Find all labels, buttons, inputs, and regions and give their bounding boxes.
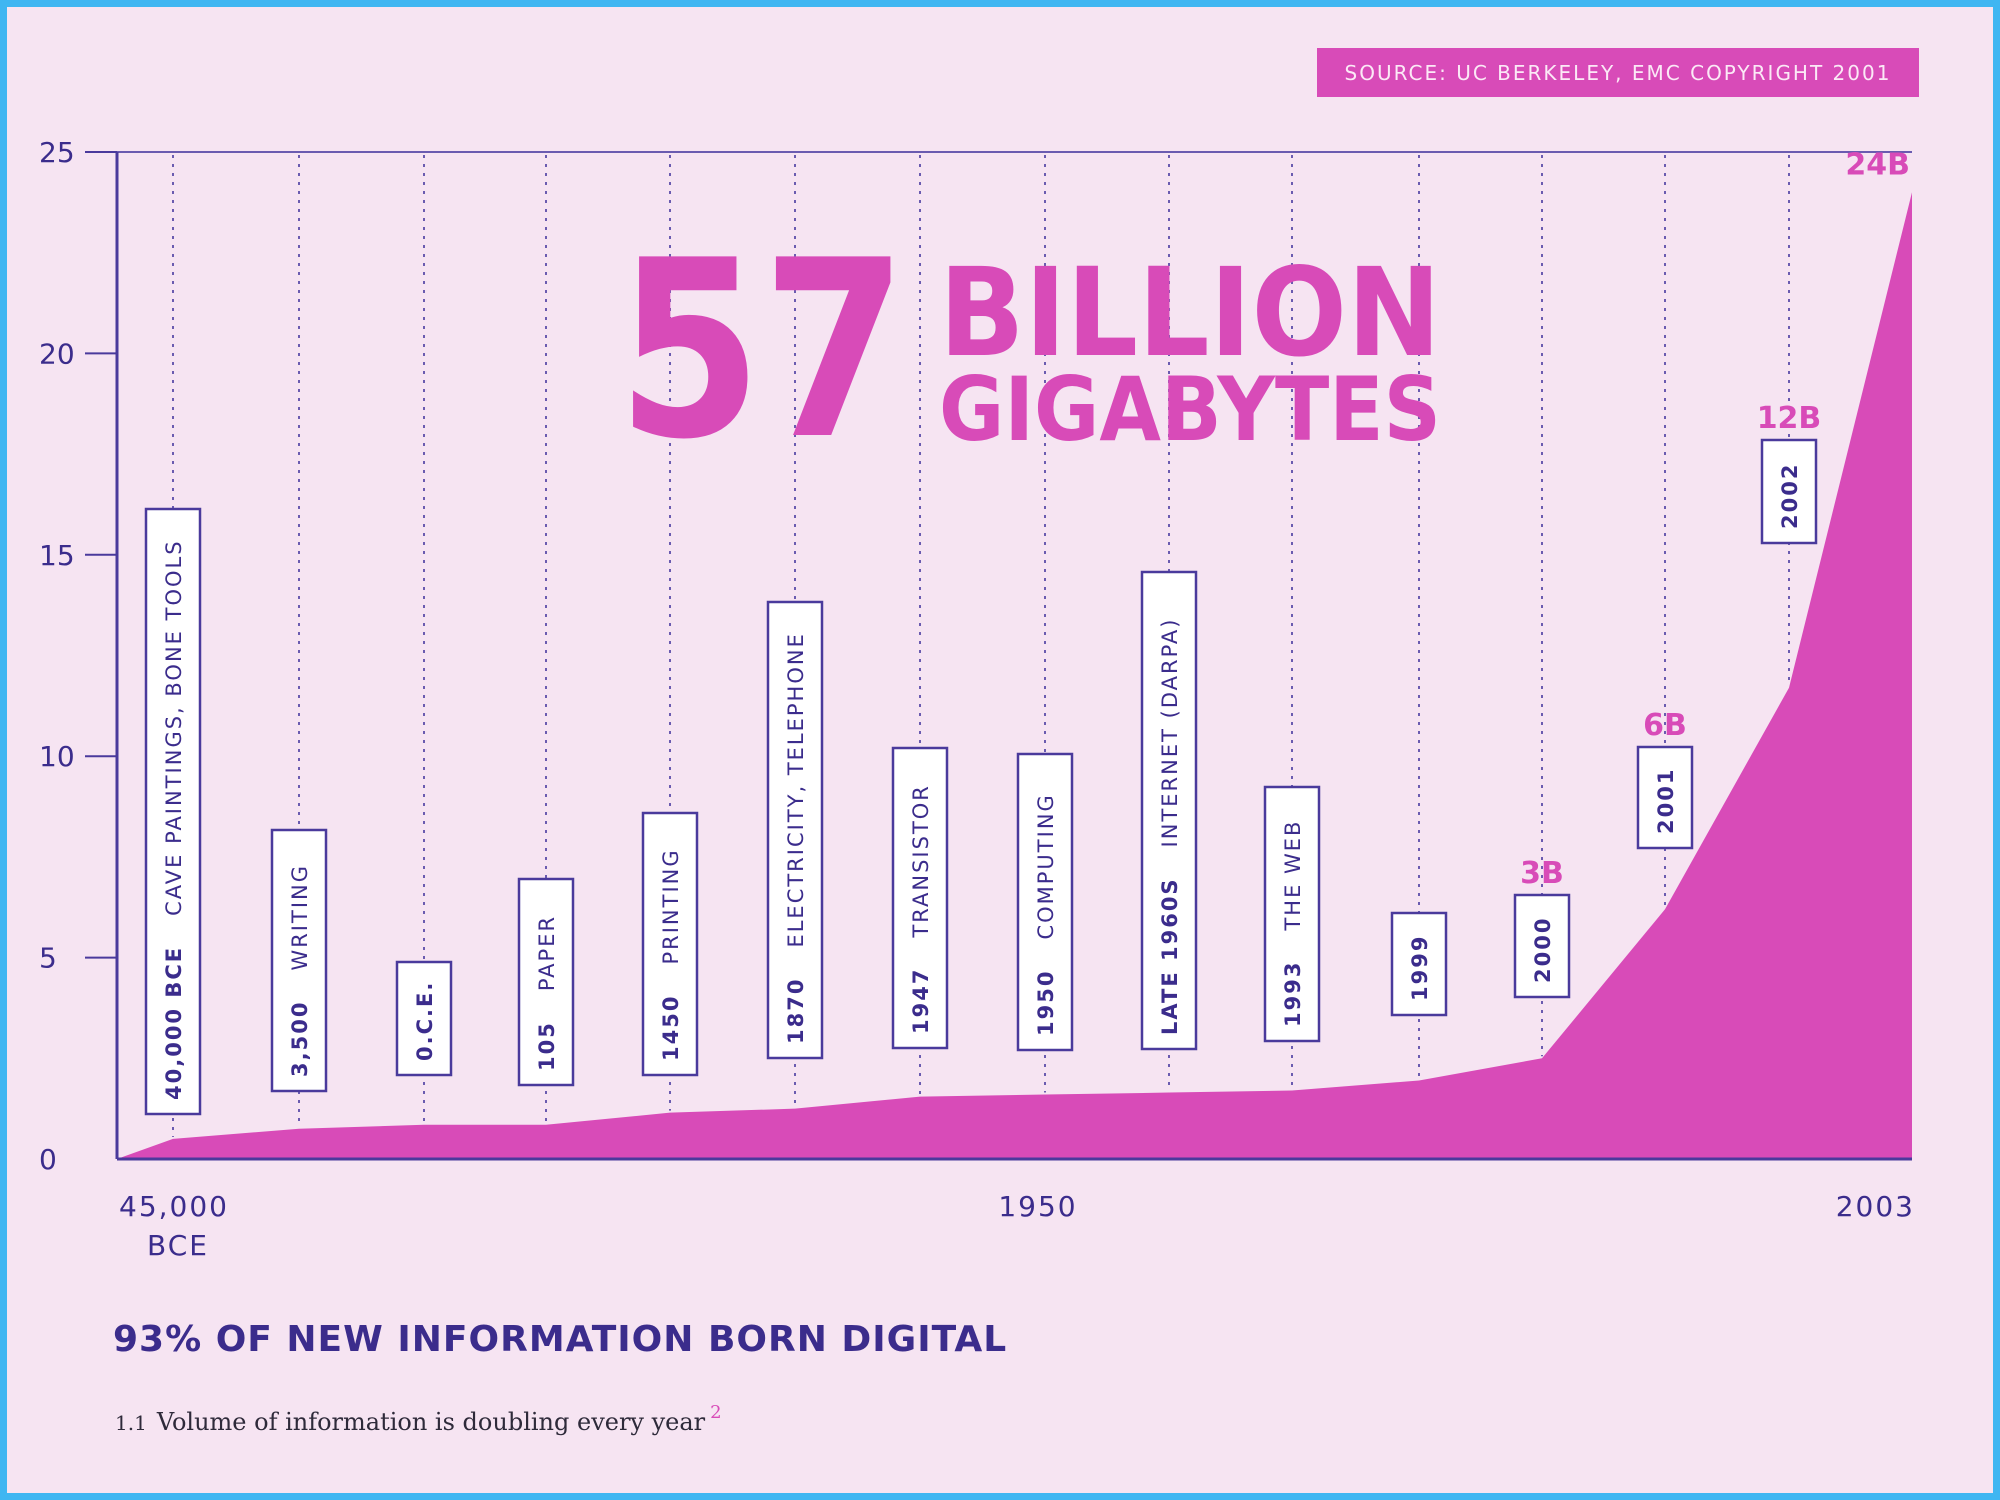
source-badge: SOURCE: UC BERKELEY, EMC COPYRIGHT 2001 [1317, 48, 1919, 97]
milestone-text: 1993 THE WEB [1281, 820, 1305, 1027]
milestone-text: 1450 PRINTING [659, 848, 683, 1061]
milestone-label: 1450 PRINTING [659, 848, 683, 1061]
milestone-text: 40,000 BCE CAVE PAINTINGS, BONE TOOLS [162, 539, 186, 1100]
milestone-date: 105 [535, 1021, 559, 1071]
x-label-end: 2003 [1836, 1190, 1915, 1223]
milestone-event: WRITING [288, 864, 312, 971]
milestone-date: 2000 [1531, 917, 1555, 983]
milestone-date: 0.C.E. [413, 981, 437, 1061]
infographic-frame: 0 5 10 15 20 25 40,000 BCE CAVE PAINTINGS, BONE… [7, 7, 1993, 1493]
milestone-event: CAVE PAINTINGS, BONE TOOLS [162, 539, 186, 915]
figure-caption: 1.1 Volume of information is doubling eve… [115, 1402, 722, 1436]
milestone-date: 2002 [1778, 463, 1802, 529]
title-number: 57 [617, 208, 907, 493]
milestone-label: 40,000 BCE CAVE PAINTINGS, BONE TOOLS [162, 539, 186, 1100]
title-line-2: GIGABYTES [939, 358, 1441, 461]
milestone-date: 1993 [1281, 961, 1305, 1027]
milestone-label: 1947 TRANSISTOR [909, 784, 933, 1034]
area-chart: 0 5 10 15 20 25 40,000 BCE CAVE PAINTINGS, BONE… [39, 136, 1915, 1262]
milestone-box [1016, 752, 1074, 1052]
milestone-box [891, 746, 949, 1050]
milestone-text: 2000 [1531, 917, 1555, 983]
milestone-box [270, 828, 328, 1093]
milestone-label: 2002 [1778, 463, 1802, 529]
milestone-date: 1999 [1408, 935, 1432, 1001]
milestone-box [1636, 745, 1694, 850]
milestone-label: 0.C.E. [413, 981, 437, 1061]
milestone-box [1263, 785, 1321, 1043]
milestone-text: 0.C.E. [413, 981, 437, 1061]
value-label: 3B [1520, 856, 1564, 891]
milestone-box [766, 600, 824, 1060]
milestone-event: TRANSISTOR [909, 784, 933, 938]
milestone-date: 1450 [659, 995, 683, 1061]
milestone-label: 3,500 WRITING [288, 864, 312, 1077]
milestone-label: 2000 [1531, 917, 1555, 983]
milestone-label: 1870 ELECTRICITY, TELEPHONE [784, 632, 808, 1044]
y-tick-label: 0 [39, 1143, 57, 1176]
x-label-mid: 1950 [998, 1190, 1077, 1223]
milestone-date: LATE 1960S [1158, 877, 1182, 1035]
milestone-date: 1947 [909, 968, 933, 1034]
milestone-box [1760, 438, 1818, 545]
milestone-event: COMPUTING [1034, 793, 1058, 939]
milestone-date: 40,000 BCE [162, 946, 186, 1100]
milestone-label: 2001 [1654, 768, 1678, 834]
milestone-text: 2001 [1654, 768, 1678, 834]
milestone-box [1140, 570, 1198, 1051]
y-tick-label: 10 [39, 740, 75, 773]
y-tick-label: 20 [39, 337, 75, 370]
milestone-date: 1870 [784, 978, 808, 1044]
x-label-start-sub: BCE [147, 1229, 209, 1262]
milestone-event: INTERNET (DARPA) [1158, 618, 1182, 848]
milestone-box [144, 507, 202, 1116]
milestone-event: PRINTING [659, 848, 683, 964]
milestone-date: 1950 [1034, 970, 1058, 1036]
milestone-text: 3,500 WRITING [288, 864, 312, 1077]
y-tick-label: 5 [39, 942, 57, 975]
value-label: 24B [1845, 147, 1910, 182]
milestone-date: 3,500 [288, 1001, 312, 1077]
milestone-event: ELECTRICITY, TELEPHONE [784, 632, 808, 947]
milestone-text: 1950 COMPUTING [1034, 793, 1058, 1036]
caption-text: Volume of information is doubling every … [156, 1408, 706, 1436]
milestone-event: THE WEB [1281, 820, 1305, 932]
milestone-date: 2001 [1654, 768, 1678, 834]
milestone-text: 1999 [1408, 935, 1432, 1001]
headline: 93% OF NEW INFORMATION BORN DIGITAL [113, 1319, 1008, 1360]
milestone-label: 1950 COMPUTING [1034, 793, 1058, 1036]
milestone-label: 1993 THE WEB [1281, 820, 1305, 1027]
y-tick-label: 15 [39, 539, 75, 572]
milestone-event: PAPER [535, 915, 559, 991]
milestone-text: 105 PAPER [535, 915, 559, 1071]
milestone-box [517, 877, 575, 1087]
value-label: 6B [1643, 708, 1687, 743]
milestone-text: 2002 [1778, 463, 1802, 529]
milestone-label: 1999 [1408, 935, 1432, 1001]
area-series [117, 192, 1912, 1159]
caption-number: 1.1 [115, 1411, 147, 1435]
value-label: 12B [1757, 401, 1822, 436]
caption-footnote: 2 [710, 1402, 722, 1423]
milestone-box [395, 960, 453, 1077]
milestone-box [641, 811, 699, 1077]
milestone-text: 1947 TRANSISTOR [909, 784, 933, 1034]
y-tick-label: 25 [39, 136, 75, 169]
milestone-text: 1870 ELECTRICITY, TELEPHONE [784, 632, 808, 1044]
x-label-start: 45,000 [119, 1190, 229, 1223]
milestone-label: 105 PAPER [535, 915, 559, 1071]
milestone-box [1390, 911, 1448, 1017]
milestone-label: LATE 1960S INTERNET (DARPA) [1158, 618, 1182, 1035]
title-line-1: BILLION [939, 242, 1441, 384]
milestone-text: LATE 1960S INTERNET (DARPA) [1158, 618, 1182, 1035]
milestone-box [1513, 893, 1571, 999]
